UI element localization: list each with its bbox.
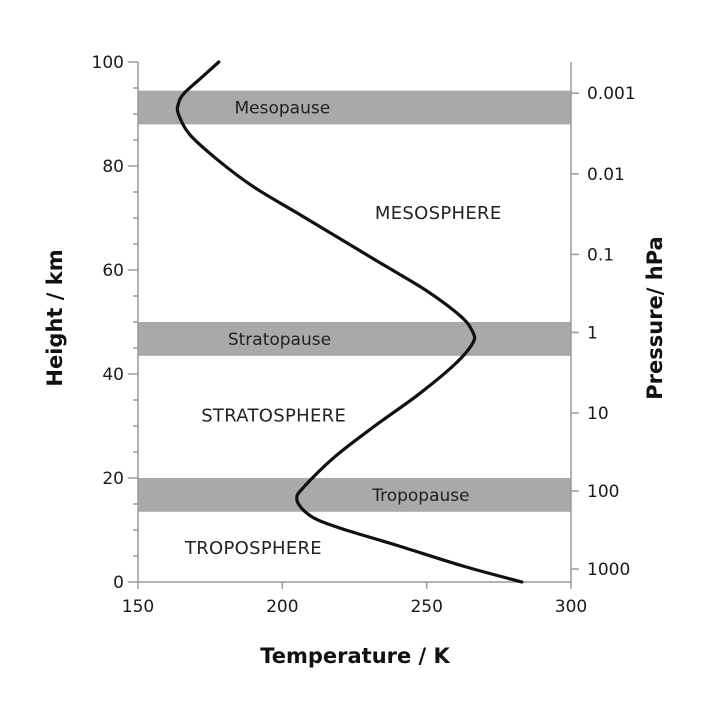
pressure-tick-label: 10 (587, 404, 609, 424)
curve-layer (175, 60, 524, 584)
temperature-profile-line (175, 60, 524, 584)
pressure-tick-label: 1000 (587, 560, 630, 580)
x-tick-label: 300 (555, 597, 587, 617)
y-tick-label: 40 (102, 365, 124, 385)
pressure-tick-label: 0.001 (587, 84, 636, 104)
y-tick-label: 20 (102, 469, 124, 489)
x-tick-label: 200 (266, 597, 298, 617)
region-label-stratosphere: STRATOSPHERE (201, 406, 346, 427)
x-tick-label: 150 (122, 597, 154, 617)
band-tropopause (138, 478, 571, 512)
y-tick-label: 80 (102, 157, 124, 177)
region-label-mesosphere: MESOSPHERE (375, 203, 502, 224)
y-tick-label: 0 (113, 573, 124, 593)
band-label-stratopause: Stratopause (228, 330, 331, 350)
pressure-tick-label: 0.1 (587, 245, 614, 265)
y-tick-label: 100 (92, 53, 124, 73)
pressure-tick-label: 0.01 (587, 165, 625, 185)
region-label-troposphere: TROPOSPHERE (184, 538, 322, 559)
y-tick-label: 60 (102, 261, 124, 281)
pressure-axis-title: Pressure/ hPa (643, 236, 667, 399)
band-label-mesopause: Mesopause (234, 99, 330, 119)
bands-layer (138, 90, 571, 512)
band-label-tropopause: Tropopause (371, 486, 469, 506)
plot-frame (128, 61, 579, 589)
band-mesopause (138, 90, 571, 125)
band-stratopause (138, 322, 571, 356)
x-axis-title: Temperature / K (260, 644, 450, 668)
labels-layer: Temperature / K Height / km Pressure/ hP… (43, 53, 667, 668)
y-axis-title: Height / km (43, 249, 67, 386)
pressure-tick-label: 1 (587, 323, 598, 343)
pressure-tick-label: 100 (587, 482, 619, 502)
x-tick-label: 250 (410, 597, 442, 617)
